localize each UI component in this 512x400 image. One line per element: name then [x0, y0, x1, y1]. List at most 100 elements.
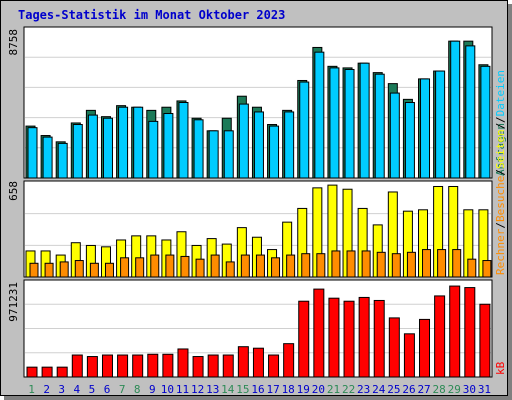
chart-title: Tages-Statistik im Monat Oktober 2023	[18, 8, 286, 22]
besuche-bar	[391, 253, 401, 278]
y-max-label: 8758	[7, 29, 20, 56]
besuche-bar	[180, 255, 190, 278]
kb-bar	[313, 288, 325, 378]
x-tick-label: 30	[463, 383, 476, 396]
kb-bar	[283, 343, 295, 378]
dateien-bar	[42, 136, 53, 179]
dateien-bar	[178, 102, 189, 179]
x-tick-label: 5	[89, 383, 96, 396]
kb-bar	[41, 366, 53, 378]
dateien-bar	[465, 45, 476, 179]
besuche-bar	[271, 257, 281, 278]
besuche-bar	[44, 262, 54, 278]
dateien-bar	[344, 68, 355, 179]
legend-label: Anfragen/Dateien	[494, 70, 507, 176]
besuche-bar	[406, 251, 416, 278]
x-tick-label: 6	[104, 383, 111, 396]
legend-entry: Anfragen	[494, 123, 507, 176]
x-tick-label: 14	[221, 383, 235, 396]
x-tick-label: 15	[236, 383, 249, 396]
x-tick-label: 13	[206, 383, 219, 396]
x-tick-label: 8	[134, 383, 141, 396]
dateien-bar	[314, 51, 325, 179]
dateien-bar	[208, 130, 219, 179]
x-tick-label: 10	[161, 383, 174, 396]
kb-bar	[71, 354, 83, 378]
x-tick-label: 2	[43, 383, 50, 396]
dateien-bar	[404, 102, 415, 179]
besuche-bar	[301, 253, 311, 278]
kb-bar	[449, 285, 461, 378]
dateien-bar	[223, 130, 234, 179]
legend-entry: Seiten	[494, 129, 507, 169]
besuche-bar	[255, 254, 265, 278]
kb-bar	[419, 318, 431, 378]
besuche-bar	[29, 262, 39, 278]
legend-entry: /	[494, 169, 507, 176]
dateien-bar	[148, 120, 159, 179]
besuche-bar	[240, 254, 250, 278]
dateien-bar	[57, 142, 68, 179]
dateien-bar	[87, 114, 98, 179]
x-tick-label: 25	[387, 383, 400, 396]
dateien-bar	[133, 106, 144, 179]
dateien-bar	[269, 125, 280, 179]
besuche-bar	[120, 257, 130, 278]
dateien-bar	[284, 111, 295, 179]
x-tick-label: 18	[282, 383, 295, 396]
kb-bar	[117, 354, 129, 378]
legend-entry: /	[494, 116, 507, 123]
kb-bar	[222, 354, 234, 378]
kb-bar	[479, 303, 491, 378]
y-max-label: 658	[7, 181, 20, 201]
besuche-bar	[361, 250, 371, 278]
besuche-bar	[74, 260, 84, 278]
kb-bar	[373, 299, 385, 378]
besuche-bar	[59, 261, 69, 278]
kb-bar	[162, 353, 174, 378]
kb-bar	[207, 354, 219, 378]
dateien-bar	[435, 70, 446, 179]
besuche-bar	[422, 249, 432, 278]
x-tick-label: 24	[372, 383, 386, 396]
legend-label: Rechner/Besuche/Seiten/	[494, 123, 507, 275]
kb-bar	[268, 354, 280, 378]
besuche-bar	[437, 249, 447, 278]
besuche-bar	[467, 258, 477, 278]
kb-bar	[328, 297, 340, 378]
x-tick-label: 4	[74, 383, 81, 396]
dateien-bar	[374, 73, 385, 179]
kb-bar	[298, 300, 310, 378]
kb-bar	[464, 287, 476, 378]
dateien-bar	[389, 92, 400, 179]
besuche-bar	[286, 254, 296, 278]
x-tick-label: 21	[327, 383, 340, 396]
besuche-bar	[225, 261, 235, 278]
besuche-bar	[89, 262, 99, 278]
kb-bar	[343, 300, 355, 378]
dateien-bar	[102, 117, 113, 179]
x-tick-label: 19	[297, 383, 310, 396]
legend-entry: Dateien	[494, 70, 507, 116]
x-tick-label: 27	[417, 383, 430, 396]
x-tick-label: 7	[119, 383, 126, 396]
besuche-bar	[376, 251, 386, 278]
dateien-bar	[118, 106, 129, 179]
dateien-bar	[27, 127, 38, 179]
kb-bar	[86, 356, 98, 378]
besuche-bar	[165, 254, 175, 278]
kb-bar	[177, 348, 189, 378]
dateien-bar	[253, 111, 264, 179]
kb-bar	[147, 353, 159, 378]
kb-bar	[403, 333, 415, 378]
x-tick-label: 12	[191, 383, 204, 396]
kb-bar	[388, 317, 400, 378]
besuche-bar	[482, 260, 492, 278]
kb-bar	[26, 366, 38, 378]
x-tick-label: 17	[266, 383, 279, 396]
kb-bar	[56, 366, 68, 378]
dateien-bar	[299, 81, 310, 179]
kb-bar	[101, 354, 113, 378]
x-tick-label: 9	[149, 383, 156, 396]
